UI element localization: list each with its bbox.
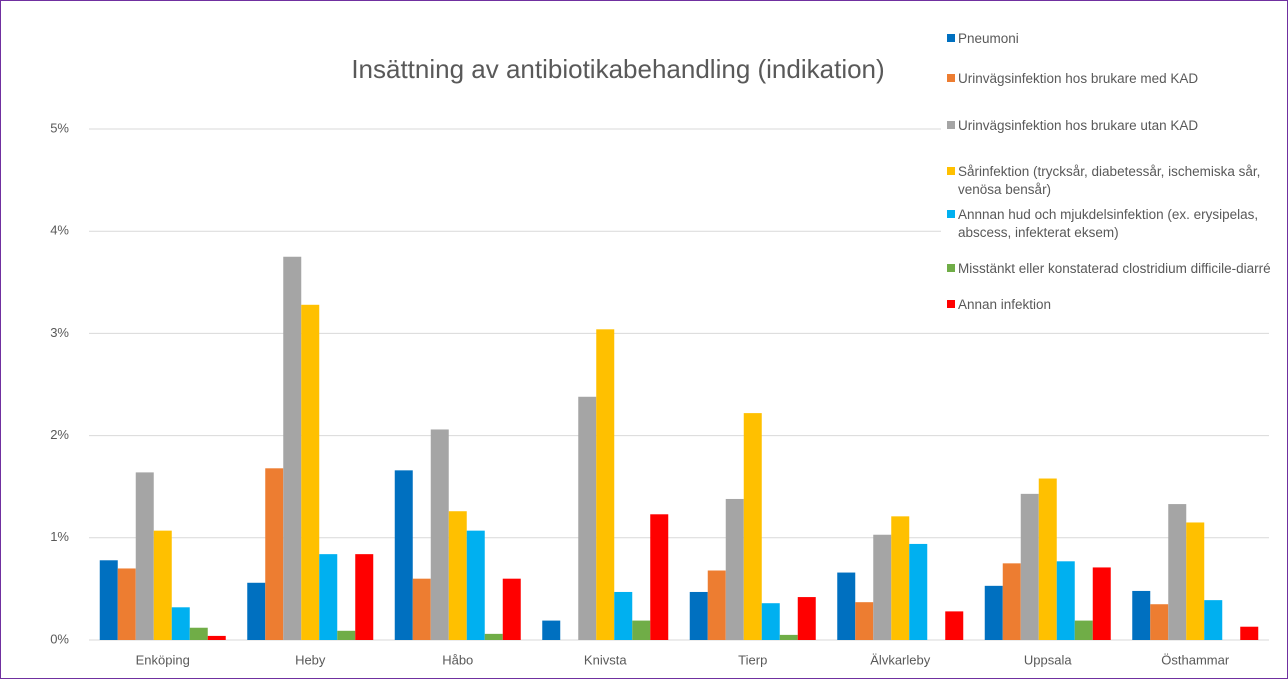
bar <box>189 627 208 640</box>
legend: Pneumoni Urinvägsinfektion hos brukare me… <box>941 1 1287 331</box>
chart-title: Insättning av antibiotikabehandling (ind… <box>351 54 884 84</box>
bar <box>1002 563 1021 640</box>
bar <box>578 396 597 640</box>
bar <box>743 413 762 640</box>
bar <box>761 603 780 640</box>
bar <box>283 256 302 640</box>
legend-swatch <box>947 210 955 218</box>
legend-swatch <box>947 264 955 272</box>
bar <box>135 472 154 640</box>
bar <box>337 630 356 640</box>
x-tick-label: Tierp <box>738 652 767 667</box>
legend-item: Sårinfektion (trycksår, diabetessår, isc… <box>947 163 1287 199</box>
bar <box>1038 478 1057 640</box>
bar <box>502 578 521 640</box>
bar <box>855 602 874 640</box>
bar <box>430 429 449 640</box>
bar <box>1092 567 1111 640</box>
legend-item: Annan infektion <box>947 296 1287 314</box>
x-tick-label: Älvkarleby <box>870 652 930 667</box>
bar <box>1132 590 1151 640</box>
legend-label: Misstänkt eller konstaterad clostridium … <box>958 261 1271 276</box>
bar <box>153 530 172 640</box>
x-tick-label: Knivsta <box>584 652 627 667</box>
legend-label: Sårinfektion (trycksår, diabetessår, isc… <box>958 164 1261 197</box>
bar <box>1056 561 1075 640</box>
legend-item: Urinvägsinfektion hos brukare med KAD <box>947 70 1287 88</box>
legend-label: Annan infektion <box>958 297 1052 312</box>
bar <box>984 585 1003 640</box>
bar <box>1168 504 1187 640</box>
bar <box>689 591 708 640</box>
bar <box>1204 600 1223 640</box>
legend-item: Pneumoni <box>947 30 1287 48</box>
x-tick-label: Uppsala <box>1024 652 1072 667</box>
legend-swatch <box>947 300 955 308</box>
bar <box>909 543 928 640</box>
legend-label: Urinvägsinfektion hos brukare utan KAD <box>958 118 1199 133</box>
bar <box>891 516 910 640</box>
legend-item: Urinvägsinfektion hos brukare utan KAD <box>947 117 1287 135</box>
y-tick-label: 5% <box>50 120 69 135</box>
bar <box>1150 604 1169 640</box>
bar <box>650 514 669 640</box>
bar <box>596 329 615 640</box>
bar <box>247 582 266 640</box>
bar <box>207 635 226 640</box>
bar <box>873 534 892 640</box>
bar <box>725 498 744 640</box>
bar <box>265 468 284 640</box>
bar <box>779 634 798 640</box>
legend-swatch <box>947 167 955 175</box>
bar <box>1186 522 1205 640</box>
legend-label: Annnan hud och mjukdelsinfektion (ex. er… <box>958 207 1259 240</box>
x-tick-label: Håbo <box>442 652 473 667</box>
bar <box>707 570 726 640</box>
y-tick-label: 2% <box>50 427 69 442</box>
x-tick-label: Heby <box>295 652 326 667</box>
bar <box>466 530 485 640</box>
bar <box>1240 626 1259 640</box>
bar <box>1074 620 1093 640</box>
x-tick-label: Östhammar <box>1161 652 1230 667</box>
legend-swatch <box>947 34 955 42</box>
bar <box>301 304 320 640</box>
y-tick-label: 1% <box>50 529 69 544</box>
bar <box>171 607 190 640</box>
bar <box>319 554 338 640</box>
x-tick-label: Enköping <box>136 652 190 667</box>
bar <box>837 572 856 640</box>
legend-swatch <box>947 121 955 129</box>
bar <box>412 578 431 640</box>
legend-label: Urinvägsinfektion hos brukare med KAD <box>958 71 1199 86</box>
bar <box>1020 493 1039 640</box>
legend-label: Pneumoni <box>958 31 1019 46</box>
bar <box>797 597 816 640</box>
bar <box>117 568 136 640</box>
bar <box>394 470 413 640</box>
legend-swatch <box>947 74 955 82</box>
bar <box>945 611 964 640</box>
bar <box>355 554 374 640</box>
y-tick-label: 4% <box>50 223 69 238</box>
legend-item: Misstänkt eller konstaterad clostridium … <box>947 260 1287 278</box>
bar <box>484 633 503 640</box>
y-tick-label: 0% <box>50 631 69 646</box>
bar <box>542 620 561 640</box>
bar <box>99 560 118 640</box>
bar <box>448 511 467 640</box>
bar <box>614 591 633 640</box>
y-tick-label: 3% <box>50 325 69 340</box>
bar <box>632 620 651 640</box>
legend-item: Annnan hud och mjukdelsinfektion (ex. er… <box>947 206 1287 242</box>
